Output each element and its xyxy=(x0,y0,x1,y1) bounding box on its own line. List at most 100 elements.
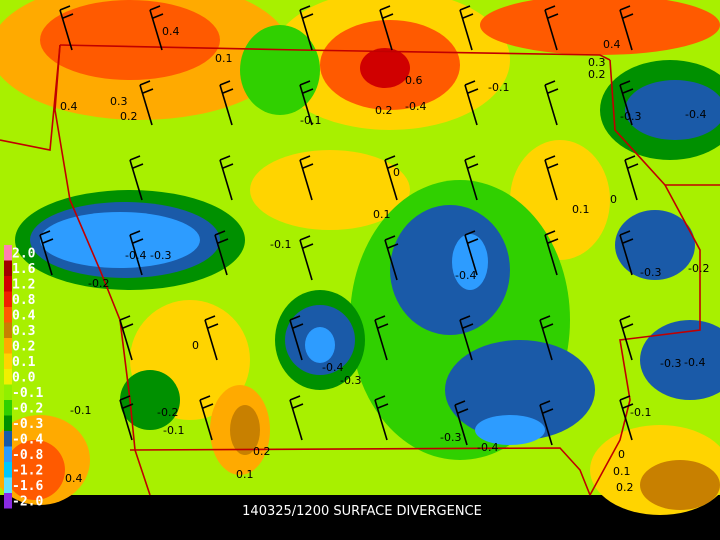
legend-label: -0.8 xyxy=(12,448,43,463)
contour-label: -0.2 xyxy=(157,406,178,419)
contour-label: 0.3 xyxy=(588,56,606,69)
contour-label: 0.2 xyxy=(120,110,138,123)
state-borders xyxy=(0,44,720,496)
contour-label: 0.1 xyxy=(215,52,233,65)
wind-barb xyxy=(299,80,314,126)
field-region xyxy=(240,25,320,115)
wind-barb xyxy=(544,5,559,51)
wind-barb xyxy=(454,400,469,446)
legend-label: 0.3 xyxy=(12,324,35,339)
wind-barb xyxy=(544,80,559,126)
wind-barb xyxy=(619,5,634,51)
contour-labels: 0.40.10.60.2 -0.4-0.10.40.30.2-0.3 -0.40.3… xyxy=(60,25,709,494)
wind-barb xyxy=(199,395,214,441)
legend-swatch xyxy=(4,291,12,307)
contour-label: 0.1 xyxy=(613,465,631,478)
field-region xyxy=(5,440,65,500)
wind-barb xyxy=(459,5,474,51)
wind-barb xyxy=(59,5,74,51)
contour-label: 0.1 xyxy=(373,208,391,221)
wind-barb xyxy=(464,230,479,276)
legend-swatch xyxy=(4,260,12,276)
wind-barb xyxy=(119,395,134,441)
legend-swatch xyxy=(4,446,12,462)
wind-barb xyxy=(299,155,314,201)
legend-label: 0.1 xyxy=(12,355,36,370)
wind-barb xyxy=(299,235,314,281)
legend-swatch xyxy=(4,477,12,493)
wind-barb xyxy=(459,315,474,361)
divergence-field xyxy=(0,0,720,515)
contour-label: -0.1 xyxy=(488,81,509,94)
wind-barb xyxy=(204,315,219,361)
field-region xyxy=(640,460,720,510)
field-region xyxy=(250,150,410,230)
border-line xyxy=(589,184,701,496)
contour-label: -0.3 xyxy=(150,249,171,262)
wind-barb xyxy=(544,155,559,201)
wind-barb xyxy=(214,230,229,276)
field-region xyxy=(480,0,720,55)
contour-label: 0.2 xyxy=(588,68,606,81)
contour-label: 0.6 xyxy=(405,74,423,87)
field-region xyxy=(360,48,410,88)
contour-label: 0.2 xyxy=(253,445,271,458)
legend-swatch xyxy=(4,400,12,416)
contour-label: 0 xyxy=(393,166,400,179)
field-region xyxy=(475,415,545,445)
field-region xyxy=(40,0,220,80)
wind-barb xyxy=(619,80,634,126)
wind-barb xyxy=(149,5,164,51)
legend-swatch xyxy=(4,431,12,447)
legend-swatch xyxy=(4,462,12,478)
wind-barb xyxy=(374,395,389,441)
wind-barb xyxy=(544,230,559,276)
legend-label: -1.2 xyxy=(12,464,43,479)
legend-swatch xyxy=(4,322,12,338)
border-line xyxy=(54,44,151,496)
contour-label: 0.1 xyxy=(572,203,590,216)
contour-label: -0.3 xyxy=(620,110,641,123)
field-region xyxy=(615,210,695,280)
wind-barb xyxy=(289,395,304,441)
contour-label: 0.2 xyxy=(616,481,634,494)
contour-label: -0.4 xyxy=(685,108,706,121)
border-line xyxy=(0,44,61,151)
legend: 2.01.61.20.80.40.30.20.10.0-0.1-0.2-0.3-… xyxy=(4,245,43,510)
wind-barb xyxy=(129,155,144,201)
contour-label: -0.1 xyxy=(270,238,291,251)
contour-label: -0.4 xyxy=(405,100,426,113)
contour-label: 0 xyxy=(192,339,199,352)
contour-label: 0.4 xyxy=(162,25,180,38)
legend-swatch xyxy=(4,245,12,261)
wind-barb xyxy=(289,315,304,361)
field-region xyxy=(40,212,200,268)
wind-barb xyxy=(619,230,634,276)
contour-label: 0.4 xyxy=(65,472,83,485)
legend-label: 1.6 xyxy=(12,262,36,277)
border-line xyxy=(609,59,720,186)
contour-label: -0.3 xyxy=(340,374,361,387)
wind-barb xyxy=(374,315,389,361)
legend-label: 1.2 xyxy=(12,278,35,293)
wind-barb xyxy=(539,400,554,446)
legend-swatch xyxy=(4,369,12,385)
border-line xyxy=(129,447,591,496)
contour-label: 0.2 xyxy=(375,104,393,117)
wind-barb xyxy=(619,315,634,361)
wind-barb xyxy=(384,155,399,201)
legend-swatch xyxy=(4,307,12,323)
field-region xyxy=(120,370,180,430)
contour-label: 0.3 xyxy=(110,95,128,108)
wind-barb xyxy=(379,5,394,51)
legend-swatch xyxy=(4,493,12,509)
contour-label: 0.1 xyxy=(236,468,254,481)
legend-swatch xyxy=(4,353,12,369)
contour-label: -0.1 xyxy=(300,114,321,127)
wind-barb xyxy=(384,235,399,281)
legend-label: 0.2 xyxy=(12,340,35,355)
legend-swatch xyxy=(4,384,12,400)
contour-label: -0.1 xyxy=(630,406,651,419)
legend-label: -1.6 xyxy=(12,479,43,494)
wind-barb xyxy=(619,395,634,441)
